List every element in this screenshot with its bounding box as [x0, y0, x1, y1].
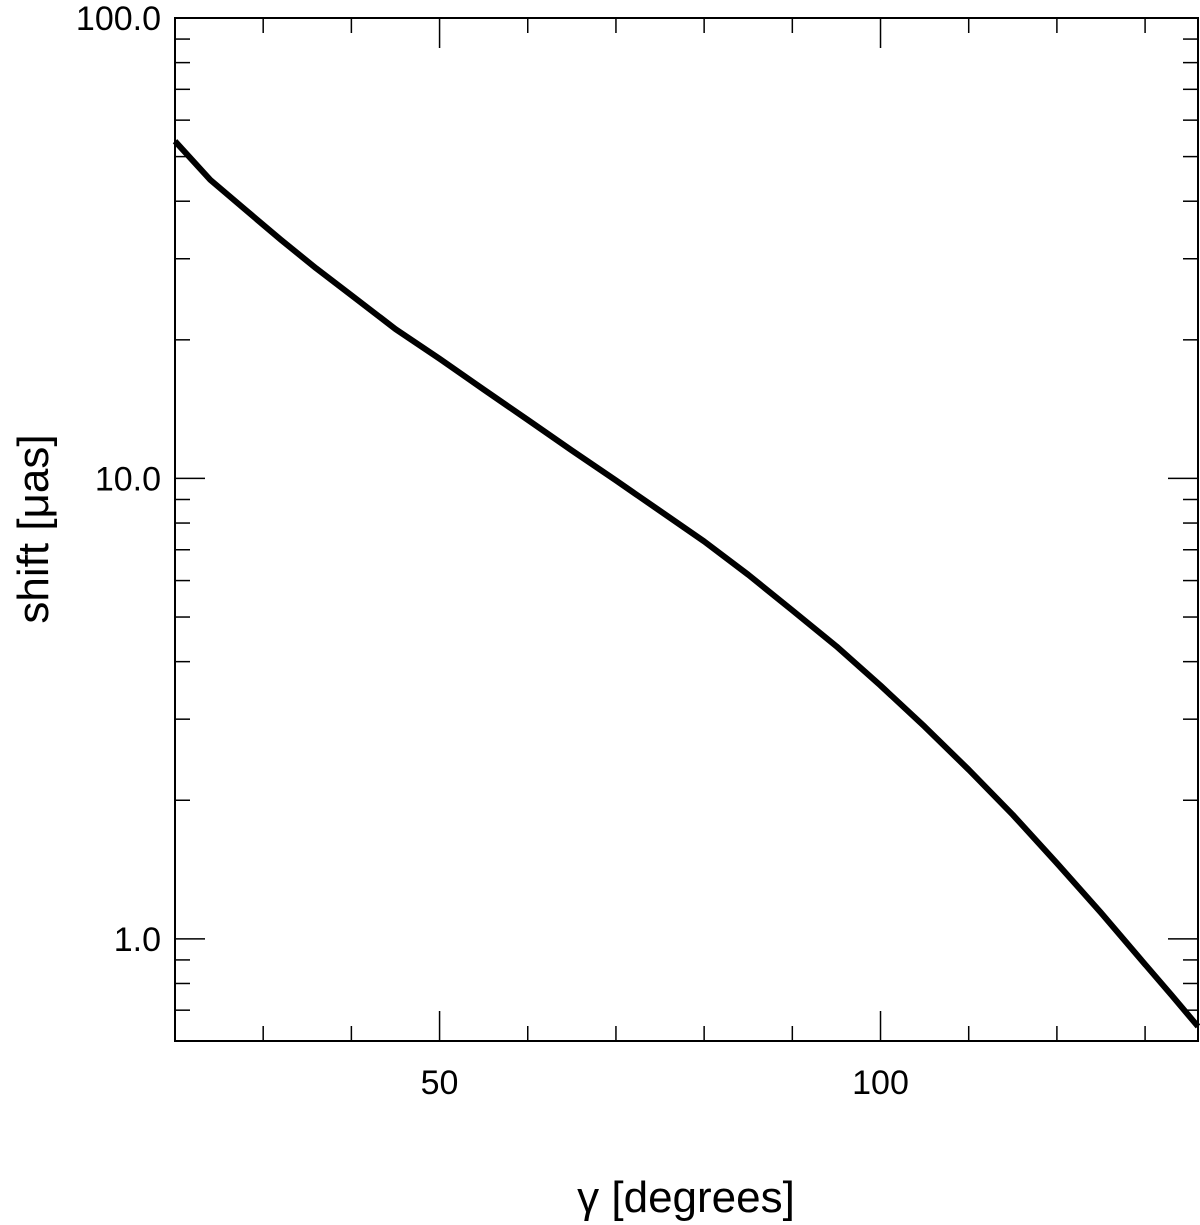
x-tick-label: 50 — [421, 1064, 459, 1102]
x-tick-label: 100 — [852, 1064, 909, 1102]
series-group — [172, 139, 1200, 1029]
y-tick-label: 10.0 — [95, 460, 161, 498]
y-axis-label: shift [μas] — [9, 434, 58, 623]
series-line — [172, 139, 1200, 1029]
y-tick-label: 1.0 — [114, 921, 161, 959]
tick-labels: 50 100 1.0 10.0 100.0 — [76, 0, 909, 1102]
x-axis-label: γ [degrees] — [577, 1173, 795, 1222]
y-tick-label: 100.0 — [76, 0, 161, 38]
plot-frame — [174, 17, 1199, 1042]
